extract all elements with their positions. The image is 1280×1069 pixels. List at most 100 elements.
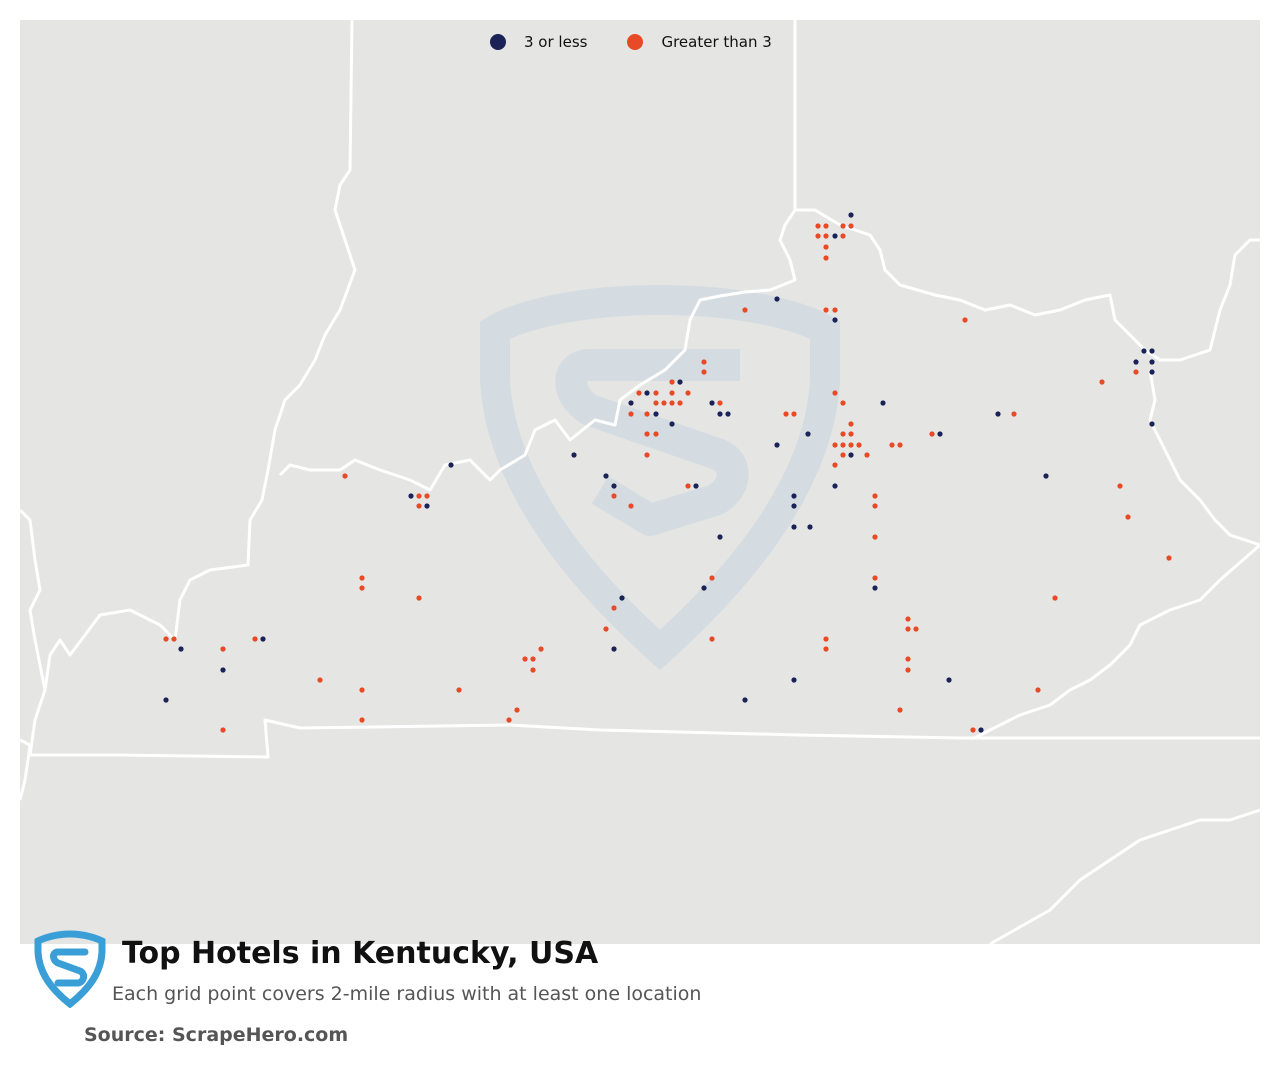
map-title: Top Hotels in Kentucky, USA xyxy=(122,936,599,971)
point-high-73 xyxy=(913,626,919,632)
point-high-15 xyxy=(669,379,675,385)
legend-entry-low: 3 or less xyxy=(490,33,587,51)
point-high-29 xyxy=(783,411,789,417)
point-high-89 xyxy=(456,687,462,693)
legend-dot-high xyxy=(627,34,644,50)
point-low-17 xyxy=(995,411,1001,417)
point-low-32 xyxy=(424,503,430,509)
point-high-4 xyxy=(815,233,821,239)
point-high-52 xyxy=(1117,483,1123,489)
point-low-47 xyxy=(163,697,169,703)
point-low-35 xyxy=(791,524,797,530)
point-low-15 xyxy=(725,411,731,417)
point-high-48 xyxy=(644,452,650,458)
point-low-9 xyxy=(628,400,634,406)
point-high-31 xyxy=(832,390,838,396)
point-low-10 xyxy=(644,390,650,396)
point-low-18 xyxy=(669,421,675,427)
point-high-17 xyxy=(653,390,659,396)
point-high-30 xyxy=(791,411,797,417)
point-high-46 xyxy=(897,442,903,448)
point-high-75 xyxy=(171,636,177,642)
source-credit: Source: ScrapeHero.com xyxy=(84,1024,349,1046)
legend-label-low: 3 or less xyxy=(524,33,588,51)
point-high-77 xyxy=(709,636,715,642)
point-high-18 xyxy=(669,390,675,396)
point-high-71 xyxy=(603,626,609,632)
point-high-11 xyxy=(832,307,838,313)
point-low-23 xyxy=(848,452,854,458)
point-high-55 xyxy=(611,493,617,499)
point-high-34 xyxy=(644,431,650,437)
point-high-90 xyxy=(1035,687,1041,693)
point-low-12 xyxy=(653,411,659,417)
point-low-45 xyxy=(791,677,797,683)
point-low-0 xyxy=(848,212,854,218)
point-low-6 xyxy=(1133,359,1139,365)
points-greater-than-3 xyxy=(163,223,1172,733)
point-high-91 xyxy=(514,707,520,713)
point-low-14 xyxy=(717,411,723,417)
point-low-26 xyxy=(603,473,609,479)
point-low-29 xyxy=(832,483,838,489)
point-high-12 xyxy=(962,317,968,323)
point-high-94 xyxy=(506,717,512,723)
point-high-56 xyxy=(872,493,878,499)
point-high-65 xyxy=(872,575,878,581)
point-high-82 xyxy=(522,656,528,662)
point-low-36 xyxy=(807,524,813,530)
point-high-49 xyxy=(832,462,838,468)
point-high-0 xyxy=(815,223,821,229)
point-low-38 xyxy=(701,585,707,591)
point-low-16 xyxy=(880,400,886,406)
point-high-57 xyxy=(416,503,422,509)
point-high-45 xyxy=(889,442,895,448)
point-high-72 xyxy=(905,626,911,632)
point-high-47 xyxy=(840,452,846,458)
point-low-49 xyxy=(978,727,984,733)
point-low-1 xyxy=(832,233,838,239)
point-high-93 xyxy=(359,717,365,723)
point-high-50 xyxy=(342,473,348,479)
point-high-59 xyxy=(872,503,878,509)
point-high-20 xyxy=(1099,379,1105,385)
point-low-2 xyxy=(774,296,780,302)
point-high-58 xyxy=(628,503,634,509)
point-high-66 xyxy=(359,585,365,591)
point-high-87 xyxy=(317,677,323,683)
point-high-10 xyxy=(823,307,829,313)
point-high-69 xyxy=(611,605,617,611)
point-low-8 xyxy=(1149,369,1155,375)
point-high-80 xyxy=(538,646,544,652)
watermark-logo xyxy=(480,284,840,671)
point-low-28 xyxy=(693,483,699,489)
point-high-9 xyxy=(742,307,748,313)
point-high-36 xyxy=(848,421,854,427)
point-high-60 xyxy=(1125,514,1131,520)
point-low-20 xyxy=(937,431,943,437)
point-high-64 xyxy=(709,575,715,581)
point-high-86 xyxy=(905,667,911,673)
point-high-8 xyxy=(823,255,829,261)
point-high-84 xyxy=(905,656,911,662)
point-high-63 xyxy=(359,575,365,581)
point-high-53 xyxy=(416,493,422,499)
state-borders xyxy=(20,20,1260,944)
point-low-22 xyxy=(774,442,780,448)
point-high-38 xyxy=(848,431,854,437)
point-high-37 xyxy=(840,431,846,437)
point-low-31 xyxy=(408,493,414,499)
legend-entry-high: Greater than 3 xyxy=(627,33,772,51)
point-high-85 xyxy=(530,667,536,673)
point-high-5 xyxy=(823,233,829,239)
point-high-51 xyxy=(685,483,691,489)
point-low-25 xyxy=(448,462,454,468)
legend-label-high: Greater than 3 xyxy=(661,33,772,51)
point-high-21 xyxy=(1133,369,1139,375)
point-low-30 xyxy=(1043,473,1049,479)
point-low-19 xyxy=(805,431,811,437)
point-high-3 xyxy=(848,223,854,229)
point-high-6 xyxy=(840,233,846,239)
scrapehero-logo-icon xyxy=(34,930,106,1008)
point-low-27 xyxy=(611,483,617,489)
